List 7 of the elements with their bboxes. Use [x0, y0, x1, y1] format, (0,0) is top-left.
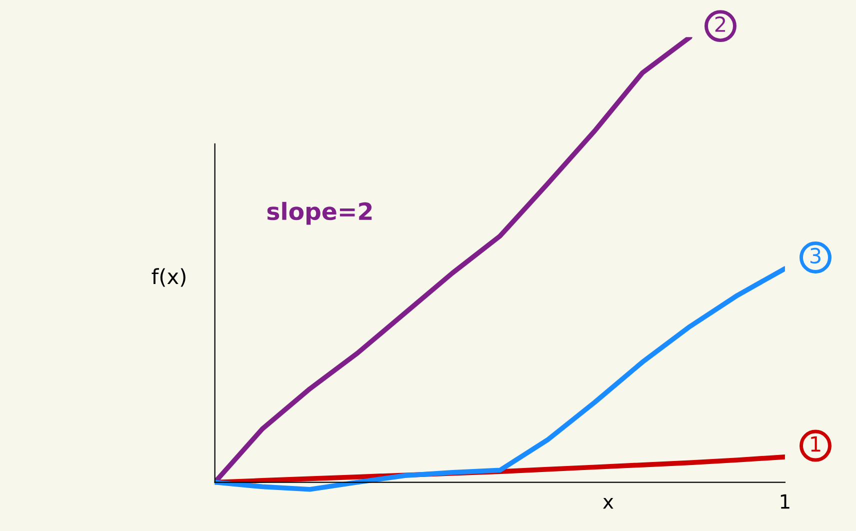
series-label: 2 [715, 16, 726, 32]
series-label: 3 [810, 248, 820, 264]
text: 1 [780, 494, 790, 509]
y-axis-title: f(x) [152, 268, 186, 287]
x-axis-title: x [603, 498, 614, 509]
annotation: slope=2 [267, 202, 372, 225]
series-label: 1 [811, 436, 820, 452]
